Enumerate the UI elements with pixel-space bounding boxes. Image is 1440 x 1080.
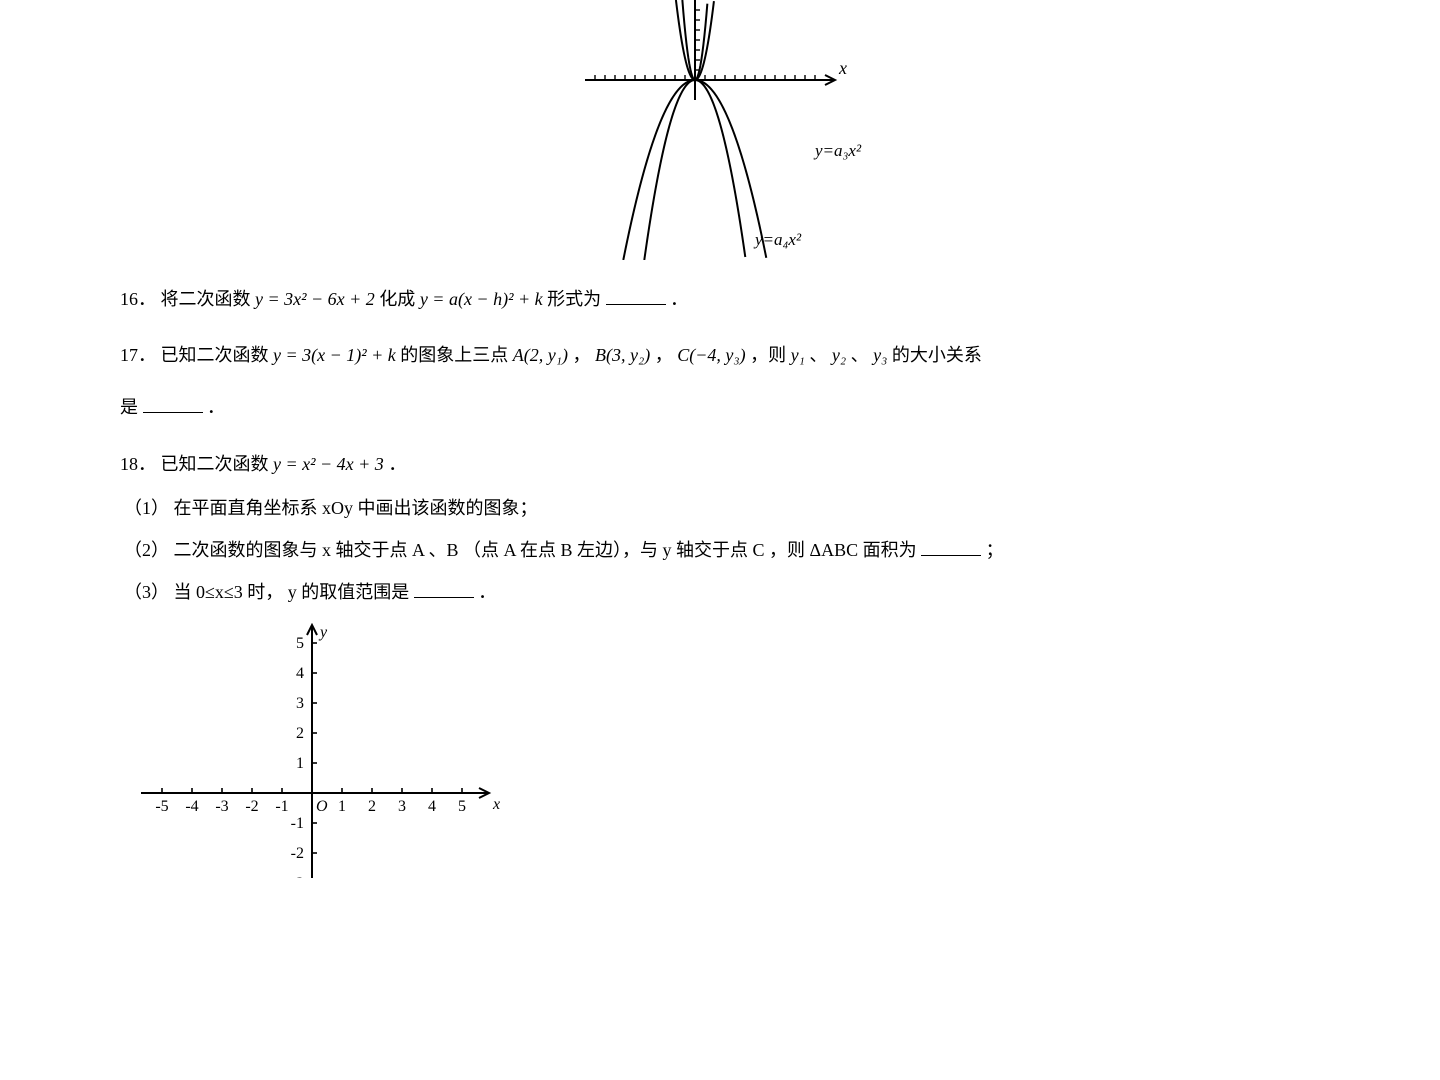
q17-c1: ，	[573, 345, 591, 365]
q17-C: C(−4, y₃)	[677, 345, 745, 365]
svg-text:O: O	[316, 798, 328, 815]
svg-text:-3: -3	[291, 875, 304, 878]
q18-pre: 已知二次函数	[161, 454, 274, 474]
svg-text:1: 1	[296, 755, 304, 772]
q16-eq1: y = 3x² − 6x + 2	[255, 289, 375, 309]
q17-y2: y₂	[832, 345, 846, 365]
q17-A: A(2, y₁)	[513, 345, 568, 365]
coordinate-grid: -5 -4 -3 -2 -1 1 2 3 4 5 1 2 3 4 5 -1 -2 -3 Ox y	[122, 623, 512, 878]
q17-number: 17．	[120, 345, 156, 365]
q18-p2-end: ；	[986, 540, 1004, 560]
svg-text:4: 4	[296, 665, 304, 682]
svg-text:-5: -5	[155, 798, 168, 815]
q17-line2-pre: 是	[120, 397, 138, 417]
q18-p1-num: （1）	[124, 498, 169, 518]
svg-text:y=a₄x²: y=a₄x²	[753, 230, 802, 249]
q17-tail: 的大小关系	[892, 345, 982, 365]
q16-end: ．	[670, 289, 688, 309]
svg-text:4: 4	[428, 798, 436, 815]
q17-y3: y₃	[873, 345, 887, 365]
q16-mid: 化成	[379, 289, 420, 309]
q18-part3: （3） 当 0≤x≤3 时， y 的取值范围是 ．	[124, 575, 1320, 609]
svg-text:3: 3	[398, 798, 406, 815]
q18-p1: 在平面直角坐标系 xOy 中画出该函数的图象；	[174, 498, 538, 518]
q17-d2: 、	[851, 345, 869, 365]
q16-blank	[606, 286, 666, 305]
q17-c2: ，	[655, 345, 673, 365]
q16-post: 形式为	[547, 289, 606, 309]
svg-text:y: y	[318, 624, 328, 641]
q17-B: B(3, y₂)	[595, 345, 650, 365]
q18-part1: （1） 在平面直角坐标系 xOy 中画出该函数的图象；	[124, 491, 1320, 525]
q18-p3a: 当 0≤x≤3 时， y 的取值范围是	[174, 582, 414, 602]
svg-text:5: 5	[296, 635, 304, 652]
q17-t2: ，则	[750, 345, 791, 365]
svg-text:-1: -1	[291, 815, 304, 832]
q18-p2-num: （2）	[124, 540, 169, 560]
question-17: 17． 已知二次函数 y = 3(x − 1)² + k 的图象上三点 A(2,…	[120, 338, 1320, 372]
q18-p3-end: ．	[478, 582, 496, 602]
q18-p3-blank	[414, 579, 474, 598]
svg-text:-3: -3	[215, 798, 228, 815]
q18-p2-blank	[921, 537, 981, 556]
q17-blank	[143, 394, 203, 413]
svg-text:-1: -1	[275, 798, 288, 815]
q18-end: ．	[388, 454, 406, 474]
svg-text:2: 2	[296, 725, 304, 742]
q18-p2a: 二次函数的图象与 x 轴交于点 A 、B （点 A 在点 B 左边），与 y 轴…	[174, 540, 922, 560]
svg-text:3: 3	[296, 695, 304, 712]
question-16: 16． 将二次函数 y = 3x² − 6x + 2 化成 y = a(x − …	[120, 282, 1320, 316]
svg-text:x: x	[492, 796, 500, 813]
q17-t1: 的图象上三点	[400, 345, 513, 365]
parabolas-figure: x y=a₃x² y=a₄x²	[525, 0, 915, 260]
svg-text:5: 5	[458, 798, 466, 815]
q18-p3-num: （3）	[124, 582, 169, 602]
q16-eq2: y = a(x − h)² + k	[420, 289, 543, 309]
q18-number: 18．	[120, 454, 156, 474]
svg-text:-4: -4	[185, 798, 198, 815]
question-17-line2: 是 ．	[120, 390, 1320, 424]
q16-number: 16．	[120, 289, 156, 309]
q17-end: ．	[207, 397, 225, 417]
svg-text:x: x	[838, 58, 847, 78]
svg-text:y=a₃x²: y=a₃x²	[813, 141, 862, 160]
svg-text:1: 1	[338, 798, 346, 815]
q17-eq: y = 3(x − 1)² + k	[273, 345, 396, 365]
svg-text:-2: -2	[291, 845, 304, 862]
svg-text:2: 2	[368, 798, 376, 815]
q17-pre: 已知二次函数	[161, 345, 274, 365]
question-18: 18． 已知二次函数 y = x² − 4x + 3 ．	[120, 447, 1320, 481]
q17-d1: 、	[809, 345, 827, 365]
q17-y1: y₁	[791, 345, 805, 365]
q18-part2: （2） 二次函数的图象与 x 轴交于点 A 、B （点 A 在点 B 左边），与…	[124, 533, 1320, 567]
q18-eq: y = x² − 4x + 3	[273, 454, 384, 474]
svg-text:-2: -2	[245, 798, 258, 815]
q16-pre: 将二次函数	[161, 289, 256, 309]
